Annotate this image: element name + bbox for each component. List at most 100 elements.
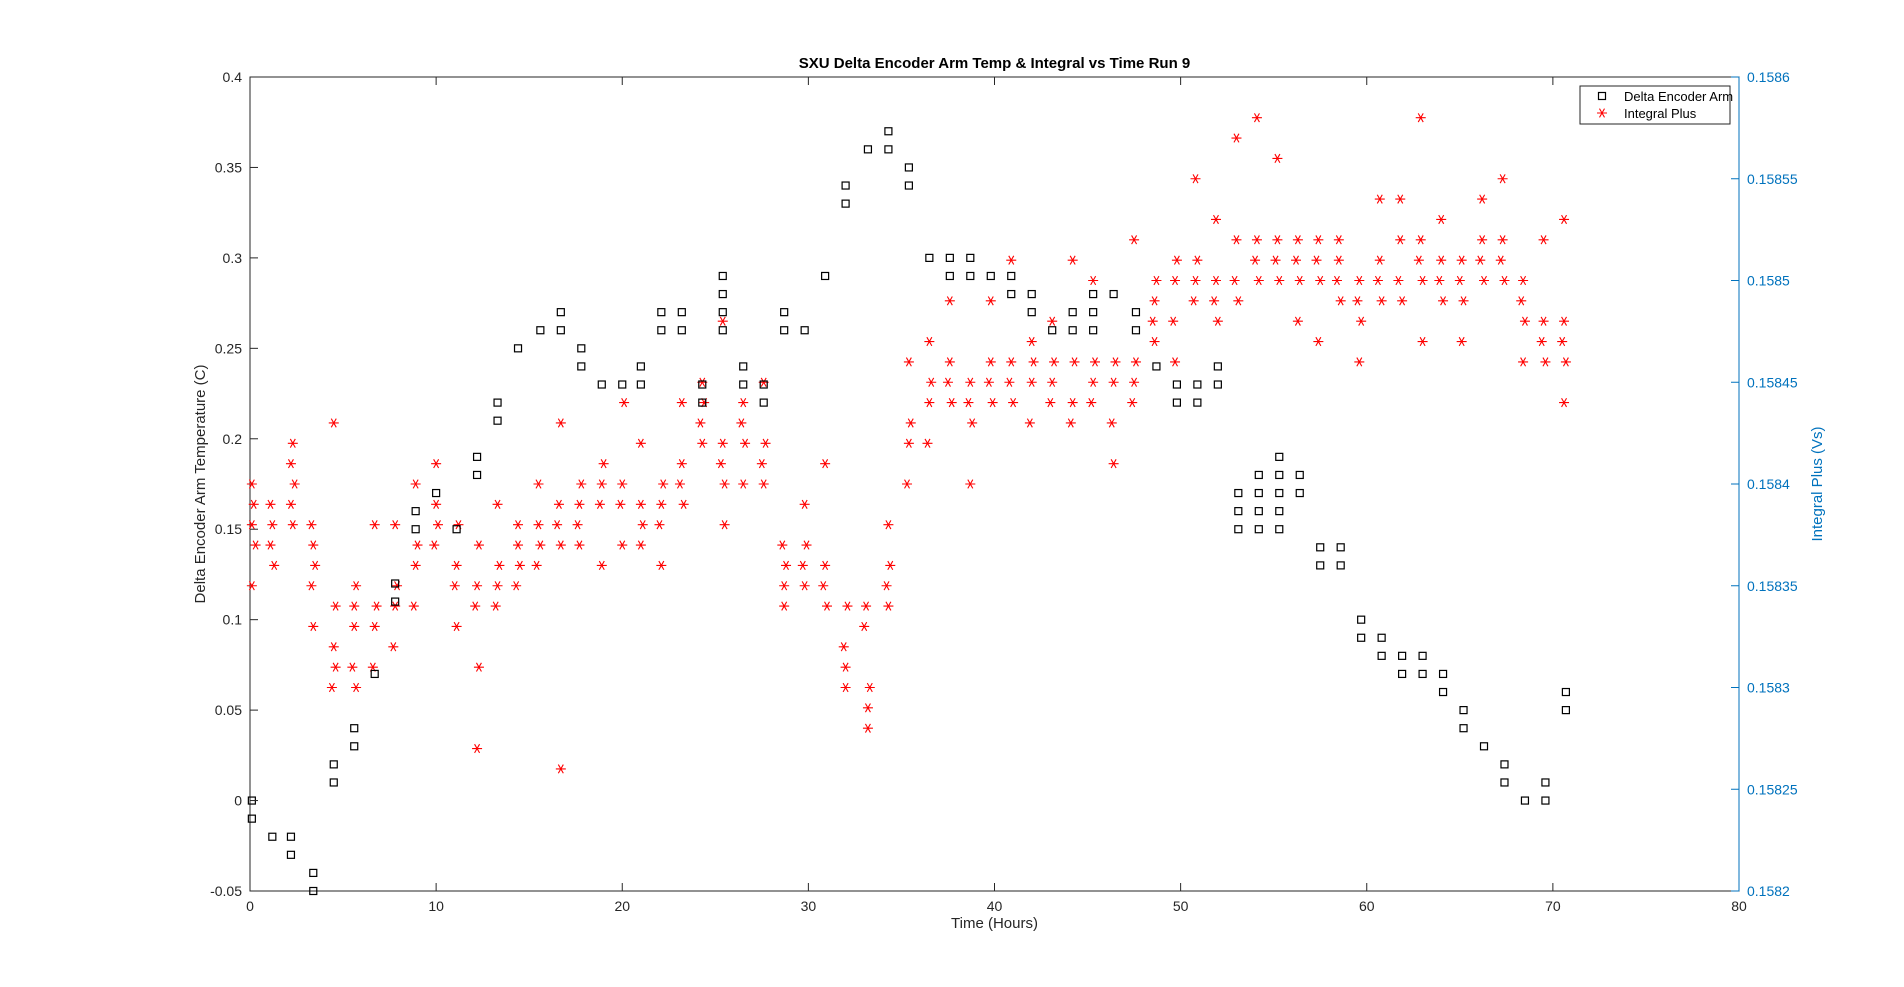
integral-plus-point [369,621,380,632]
integral-plus-point [1352,296,1363,306]
delta-encoder-arm-point [1254,488,1263,498]
integral-plus-point [490,601,501,611]
integral-plus-point [1436,214,1447,225]
integral-plus-point [1518,275,1529,286]
integral-plus-point [1272,235,1283,245]
delta-encoder-arm-point [1398,651,1407,660]
x-tick-label: 20 [614,898,630,914]
delta-encoder-arm-point [577,344,586,353]
integral-plus-point [1274,275,1285,286]
integral-plus-point [1088,377,1099,387]
integral-plus-point [903,357,914,367]
integral-plus-point [1209,296,1220,306]
delta-encoder-arm-point [1193,380,1202,389]
integral-plus-point [1292,235,1303,245]
series-delta-encoder-arm [247,127,1571,896]
integral-plus-point [1397,296,1408,306]
delta-encoder-arm-point [800,326,809,335]
integral-plus-point [838,642,849,652]
delta-encoder-arm-point [1541,796,1550,805]
integral-plus-point [738,397,749,408]
delta-encoder-arm-point [1377,633,1386,642]
integral-plus-point [576,479,587,489]
x-tick-label: 40 [987,898,1003,914]
delta-encoder-arm-point [1254,470,1263,480]
legend-marker-delta-encoder-arm [1597,91,1607,101]
integral-plus-point [1354,357,1365,367]
integral-plus-point [1231,133,1242,143]
delta-encoder-arm-point [636,362,645,371]
delta-encoder-arm-point [329,778,338,787]
y-tick-label: 0.2 [223,431,243,447]
delta-encoder-arm-point [904,163,913,172]
delta-encoder-arm-point [677,308,686,317]
delta-encoder-arm-point [1213,362,1222,371]
delta-encoder-arm-point [1398,669,1407,679]
integral-plus-point [289,479,300,489]
integral-plus-point [351,682,362,693]
x-axis-ticks: 0 10 20 30 40 50 60 70 80 [246,77,1747,914]
integral-plus-point [1251,235,1262,245]
integral-plus-point [555,418,566,428]
integral-plus-point [859,621,870,632]
integral-plus-point [967,418,978,428]
integral-plus-point [328,418,339,428]
integral-plus-point [1436,255,1447,265]
legend-square-icon [1597,91,1607,101]
integral-plus-point [533,520,544,530]
delta-encoder-arm-point [677,326,686,335]
integral-plus-point [269,560,280,571]
delta-encoder-arm-point [286,832,296,841]
delta-encoder-arm-point [945,271,954,281]
delta-encoder-arm-point [1500,760,1509,769]
integral-plus-point [596,479,607,489]
integral-plus-point [1233,296,1244,306]
integral-plus-point [902,479,913,489]
integral-plus-point [799,499,810,509]
y-tick-label: -0.05 [210,883,242,899]
integral-plus-point [635,438,646,448]
integral-plus-point [676,397,687,408]
integral-plus-point [987,397,998,408]
integral-plus-point [1188,296,1199,306]
delta-encoder-arm-point [1131,326,1141,335]
delta-encoder-arm-point [536,326,545,335]
integral-plus-point [1372,275,1383,286]
integral-plus-point [1149,296,1160,306]
y2-axis-label: Integral Plus (Vs) [1809,426,1826,541]
integral-plus-point [472,743,483,754]
integral-plus-point [514,560,525,571]
delta-encoder-arm-point [597,380,606,389]
integral-plus-point [760,438,771,448]
integral-plus-point [246,520,257,530]
delta-encoder-arm-point [268,832,277,841]
integral-plus-point [1192,255,1203,265]
delta-encoder-arm-point [1254,507,1263,516]
delta-encoder-arm-point [452,525,461,534]
integral-plus-point [513,540,524,550]
delta-encoder-arm-point [841,181,850,190]
integral-plus-point [1560,357,1571,367]
delta-encoder-arm-point [1357,615,1366,624]
integral-plus-point [1315,275,1326,286]
integral-plus-point [1229,275,1240,286]
integral-plus-point [1540,357,1551,367]
integral-plus-point [1210,275,1221,286]
integral-plus-point [535,540,546,550]
delta-encoder-arm-point [1131,308,1141,317]
integral-plus-point [308,540,319,550]
integral-plus-point [1479,275,1490,286]
legend-asterisk-icon [1597,108,1607,118]
delta-encoder-arm-point [1295,470,1304,480]
integral-plus-point [250,540,261,550]
integral-plus-point [1210,214,1221,225]
delta-encoder-arm-point [1561,706,1571,715]
legend[interactable]: Delta Encoder Arm Integral Plus [1579,85,1733,125]
delta-encoder-arm-point [350,724,359,733]
integral-plus-point [1028,357,1039,367]
integral-plus-point [1231,235,1242,245]
integral-plus-point [779,601,790,611]
y-tick-label: 0.25 [215,340,242,356]
